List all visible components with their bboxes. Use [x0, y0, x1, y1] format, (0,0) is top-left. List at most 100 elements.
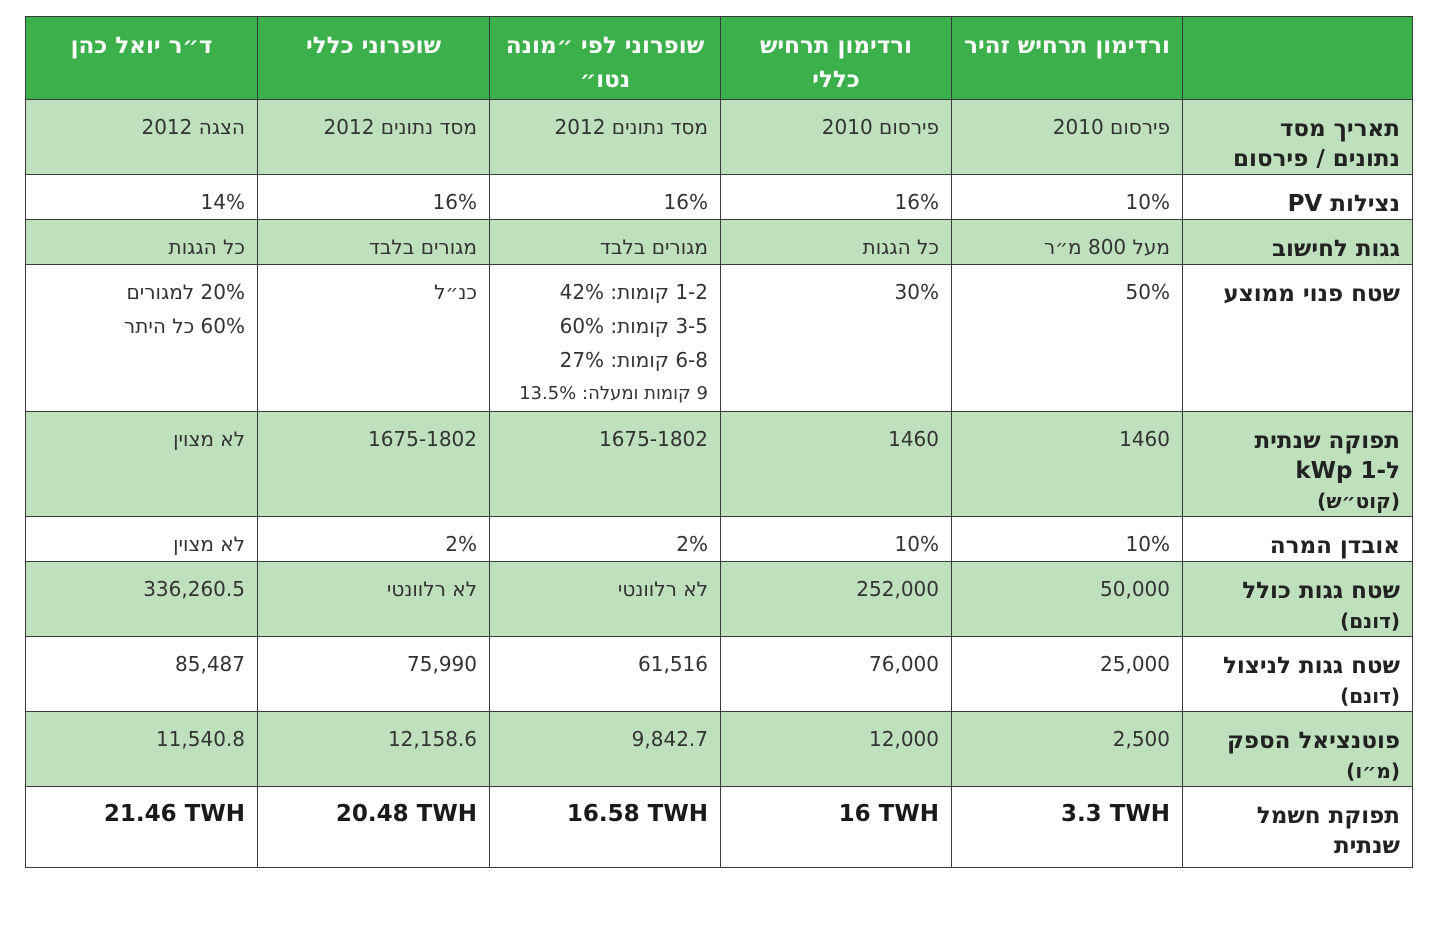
cell-value: 1460: [1119, 427, 1170, 451]
row-header: פוטנציאל הספק (מ״ו): [1182, 711, 1413, 787]
table-cell: 16%: [489, 174, 721, 220]
table-row: גגות לחישוב מעל 800 מ״ר כל הגגות מגורים בלב…: [25, 219, 1413, 265]
table-cell: 16%: [720, 174, 952, 220]
row-sublabel: נתונים / פירסום: [1233, 146, 1400, 172]
row-sublabel-unit: (קוט״ש): [1317, 489, 1400, 513]
cell-value: 3.3 TWH: [1060, 801, 1170, 827]
row-header: נצילות PV: [1182, 174, 1413, 220]
row-label: אובדן המרה: [1269, 533, 1400, 559]
cell-value: פירסום 2010: [1052, 115, 1170, 139]
table-cell: 2%: [489, 516, 721, 562]
cell-value: כל הגגות: [168, 235, 245, 259]
cell-value: פירסום 2010: [821, 115, 939, 139]
row-sublabel: ל-1 kWp: [1295, 458, 1400, 484]
cell-value: 11,540.8: [155, 727, 245, 751]
cell-value: 61,516: [638, 652, 708, 676]
row-label: שטח פנוי ממוצע: [1223, 281, 1400, 307]
table-cell: 10%: [720, 516, 952, 562]
cell-value: 2%: [445, 532, 477, 556]
header-cell-yoel-cohen: ד״ר יואל כהן: [25, 16, 258, 100]
cell-value: כל הגגות: [862, 235, 939, 259]
table-cell: 1460: [951, 411, 1183, 517]
table-cell: 16.58 TWH: [489, 786, 721, 868]
row-header: שטח פנוי ממוצע: [1182, 264, 1413, 412]
cell-value: 50,000: [1100, 577, 1170, 601]
row-header: תפוקת חשמל שנתית: [1182, 786, 1413, 868]
cell-value: 76,000: [869, 652, 939, 676]
table-cell: 10%: [951, 174, 1183, 220]
row-label: גגות לחישוב: [1271, 236, 1400, 262]
table-row: שטח גגות כולל (דונם) 50,000 252,000 לא רלוונ…: [25, 561, 1413, 637]
table-cell: 11,540.8: [25, 711, 258, 787]
comparison-table: ורדימון תרחיש זהיר ורדימון תרחיש כללי שו…: [25, 16, 1413, 868]
cell-value: 9,842.7: [631, 727, 708, 751]
row-label: תאריך מסד: [1279, 116, 1400, 142]
cell-value: 16.58 TWH: [566, 801, 708, 827]
table-cell: לא רלוונטי: [489, 561, 721, 637]
cell-value: 3-5 קומות: 60%: [559, 314, 708, 338]
cell-value: 16%: [663, 190, 708, 214]
cell-value: 2,500: [1112, 727, 1170, 751]
cell-value: מגורים בלבד: [368, 235, 477, 259]
table-cell: 50,000: [951, 561, 1183, 637]
table-cell: כנ״ל: [257, 264, 490, 412]
cell-value: 9 קומות ומעלה: 13.5%: [519, 383, 708, 404]
cell-value: 30%: [894, 280, 939, 304]
table-cell: 1460: [720, 411, 952, 517]
table-cell: כל הגגות: [25, 219, 258, 265]
cell-value: מגורים בלבד: [599, 235, 708, 259]
table-cell: 1675-1802: [257, 411, 490, 517]
row-label: תפוקה שנתית: [1254, 428, 1400, 454]
table-row: שטח פנוי ממוצע 50% 30% 1-2 קומות: 42% 3-5 קו…: [25, 264, 1413, 412]
table-cell: 21.46 TWH: [25, 786, 258, 868]
table-cell: 1675-1802: [489, 411, 721, 517]
header-cell-vardimon-general: ורדימון תרחיש כללי: [720, 16, 952, 100]
row-label: שטח גגות כולל: [1242, 578, 1400, 604]
cell-value: הצגה 2012: [141, 115, 245, 139]
table-cell: מסד נתונים 2012: [257, 99, 490, 175]
cell-value: 20.48 TWH: [335, 801, 477, 827]
table-cell: 20% למגורים 60% כל היתר: [25, 264, 258, 412]
cell-value: 75,990: [407, 652, 477, 676]
table-row: תפוקה שנתית ל-1 kWp (קוט״ש) 1460 1460 1675-18…: [25, 411, 1413, 517]
row-sublabel: שנתית: [1333, 833, 1400, 859]
header-cell-vardimon-careful: ורדימון תרחיש זהיר: [951, 16, 1183, 100]
table-cell: 50%: [951, 264, 1183, 412]
table-cell: לא מצוין: [25, 411, 258, 517]
row-header: תפוקה שנתית ל-1 kWp (קוט״ש): [1182, 411, 1413, 517]
cell-value: מסד נתונים 2012: [554, 115, 708, 139]
table-cell: 76,000: [720, 636, 952, 712]
row-label: נצילות PV: [1287, 191, 1400, 217]
cell-value: לא מצוין: [173, 532, 245, 556]
table-cell: 252,000: [720, 561, 952, 637]
cell-value: מסד נתונים 2012: [323, 115, 477, 139]
table-cell: מגורים בלבד: [489, 219, 721, 265]
table-cell: מעל 800 מ״ר: [951, 219, 1183, 265]
cell-value: 10%: [894, 532, 939, 556]
row-sublabel: (דונם): [1340, 684, 1400, 708]
cell-value: לא רלוונטי: [386, 577, 477, 601]
cell-value: 1675-1802: [598, 427, 708, 451]
row-label: תפוקת חשמל: [1256, 803, 1400, 829]
row-header: תאריך מסד נתונים / פירסום: [1182, 99, 1413, 175]
row-sublabel: (דונם): [1340, 609, 1400, 633]
cell-value: 20% למגורים: [126, 280, 246, 304]
cell-value: 50%: [1125, 280, 1170, 304]
table-cell: הצגה 2012: [25, 99, 258, 175]
row-header: גגות לחישוב: [1182, 219, 1413, 265]
table-cell: 25,000: [951, 636, 1183, 712]
header-cell-corner: [1182, 16, 1413, 100]
cell-value: 14%: [200, 190, 245, 214]
table-cell: 12,158.6: [257, 711, 490, 787]
cell-value: 16%: [432, 190, 477, 214]
cell-value: 1675-1802: [367, 427, 477, 451]
table-cell: 16 TWH: [720, 786, 952, 868]
table-row: נצילות PV 10% 16% 16% 16% 14%: [25, 174, 1413, 220]
table-cell: פירסום 2010: [951, 99, 1183, 175]
table-cell: מגורים בלבד: [257, 219, 490, 265]
table-cell: כל הגגות: [720, 219, 952, 265]
cell-value: 10%: [1125, 532, 1170, 556]
row-label: פוטנציאל הספק: [1226, 728, 1400, 754]
row-sublabel: (מ״ו): [1346, 759, 1400, 783]
header-cell-shofroni-general: שופרוני כללי: [257, 16, 490, 100]
